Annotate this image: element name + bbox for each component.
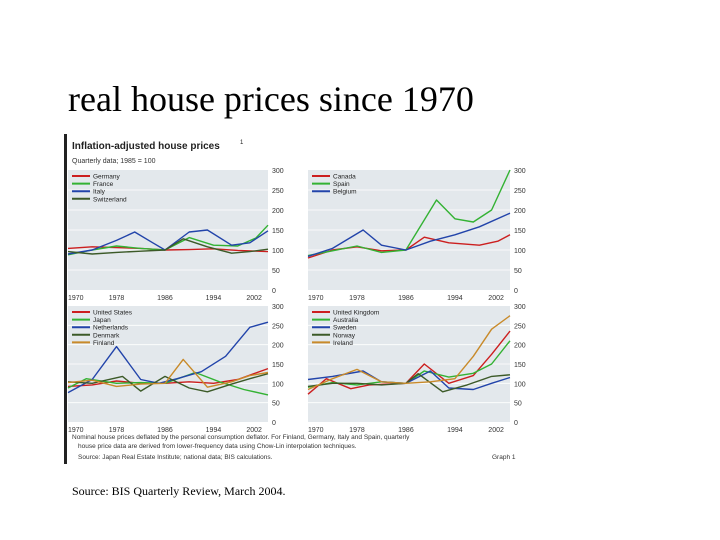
x-tick-label: 1994: [447, 295, 463, 302]
figure-footnote-line-2: house price data are derived from lower-…: [78, 443, 357, 450]
y-tick-label: 0: [272, 420, 276, 427]
y-tick-label: 100: [272, 381, 284, 388]
x-tick-label: 1986: [157, 427, 173, 434]
series-line-denmark: [67, 373, 269, 393]
series-line-netherlands: [67, 321, 269, 394]
y-tick-label: 250: [514, 188, 526, 195]
x-tick-label: 1978: [109, 427, 125, 434]
x-tick-label: 2002: [246, 427, 262, 434]
y-tick-label: 300: [272, 168, 284, 175]
y-tick-label: 150: [272, 362, 284, 369]
legend-label: Netherlands: [93, 325, 129, 332]
legend-label: Australia: [333, 317, 359, 324]
x-tick-label: 1970: [68, 427, 84, 434]
series-line-ireland: [307, 315, 511, 391]
x-tick-label: 2002: [488, 295, 504, 302]
chart-canvas: Inflation-adjusted house prices 1 Quarte…: [64, 134, 526, 464]
chart-panel-1: 0 50 100 150 200 250 300 1970 1978 1986 1994 2002 Ge…: [67, 168, 284, 302]
legend-label: Japan: [93, 317, 111, 324]
series-line-finland: [67, 358, 269, 388]
y-tick-label: 50: [272, 401, 280, 408]
x-tick-label: 2002: [488, 427, 504, 434]
y-tick-label: 200: [514, 343, 526, 350]
chart-panel-2: 0 50 100 150 200 250 300 1970 1978 1986 1994 2002 Ca…: [307, 168, 526, 302]
x-tick-label: 1978: [349, 295, 365, 302]
series-line-spain: [307, 169, 511, 257]
y-tick-label: 0: [514, 288, 518, 295]
x-tick-label: 1994: [206, 427, 222, 434]
figure-footnote-line-1: Nominal house prices deflated by the per…: [72, 434, 410, 441]
legend-label: Spain: [333, 181, 350, 188]
figure-footnote-mark: 1: [240, 140, 244, 146]
x-tick-label: 1978: [109, 295, 125, 302]
figure-left-edge: [64, 134, 67, 464]
y-tick-label: 100: [514, 381, 526, 388]
legend-label: United States: [93, 310, 133, 317]
x-tick-label: 1978: [349, 427, 365, 434]
y-tick-label: 300: [514, 168, 526, 175]
y-tick-label: 200: [272, 208, 284, 215]
legend-label: Sweden: [333, 325, 357, 332]
y-tick-label: 100: [272, 248, 284, 255]
slide-title: real house prices since 1970: [68, 79, 474, 119]
x-tick-label: 1970: [68, 295, 84, 302]
legend-label: Italy: [93, 189, 106, 196]
y-tick-label: 200: [514, 208, 526, 215]
legend-label: Belgium: [333, 189, 356, 196]
y-tick-label: 250: [272, 188, 284, 195]
y-tick-label: 100: [514, 248, 526, 255]
graph-label: Graph 1: [492, 454, 516, 461]
x-tick-label: 1994: [206, 295, 222, 302]
series-line-sweden: [307, 370, 511, 391]
legend-label: Norway: [333, 332, 356, 339]
x-tick-label: 1970: [308, 295, 324, 302]
series-line-switzerland: [67, 238, 269, 255]
chart-panel-3: 0 50 100 150 200 250 300 1970 1978 1986 1994 2002 Un…: [67, 304, 284, 434]
x-tick-label: 1986: [398, 295, 414, 302]
legend-label: Finland: [93, 340, 115, 347]
legend-label: Ireland: [333, 340, 353, 347]
y-tick-label: 250: [514, 323, 526, 330]
y-tick-label: 200: [272, 343, 284, 350]
legend-label: France: [93, 181, 114, 188]
figure-subheading: Quarterly data; 1985 = 100: [72, 158, 156, 165]
x-tick-label: 2002: [246, 295, 262, 302]
slide-source: Source: BIS Quarterly Review, March 2004…: [72, 484, 286, 498]
chart-panel-4: 0 50 100 150 200 250 300 1970 1978 1986 1994 2002 Un…: [307, 304, 526, 434]
series-line-norway: [307, 372, 511, 393]
series-line-belgium: [307, 212, 511, 258]
house-price-figure: Inflation-adjusted house prices 1 Quarte…: [64, 134, 526, 464]
y-tick-label: 250: [272, 323, 284, 330]
y-tick-label: 50: [272, 268, 280, 275]
legend-label: Denmark: [93, 332, 120, 339]
x-tick-label: 1986: [398, 427, 414, 434]
y-tick-label: 0: [272, 288, 276, 295]
figure-heading: Inflation-adjusted house prices: [72, 141, 220, 152]
y-tick-label: 300: [514, 304, 526, 311]
x-tick-label: 1986: [157, 295, 173, 302]
figure-source-line: Source: Japan Real Estate Institute; nat…: [78, 454, 273, 461]
x-tick-label: 1994: [447, 427, 463, 434]
y-tick-label: 0: [514, 420, 518, 427]
legend-label: Canada: [333, 174, 356, 181]
legend-label: Germany: [93, 174, 120, 181]
y-tick-label: 150: [272, 228, 284, 235]
legend-label: Switzerland: [93, 196, 127, 203]
y-tick-label: 150: [514, 362, 526, 369]
y-tick-label: 150: [514, 228, 526, 235]
x-tick-label: 1970: [308, 427, 324, 434]
series-line-france: [67, 224, 269, 256]
y-tick-label: 50: [514, 401, 522, 408]
y-tick-label: 50: [514, 268, 522, 275]
legend-label: United Kingdom: [333, 310, 379, 317]
y-tick-label: 300: [272, 304, 284, 311]
